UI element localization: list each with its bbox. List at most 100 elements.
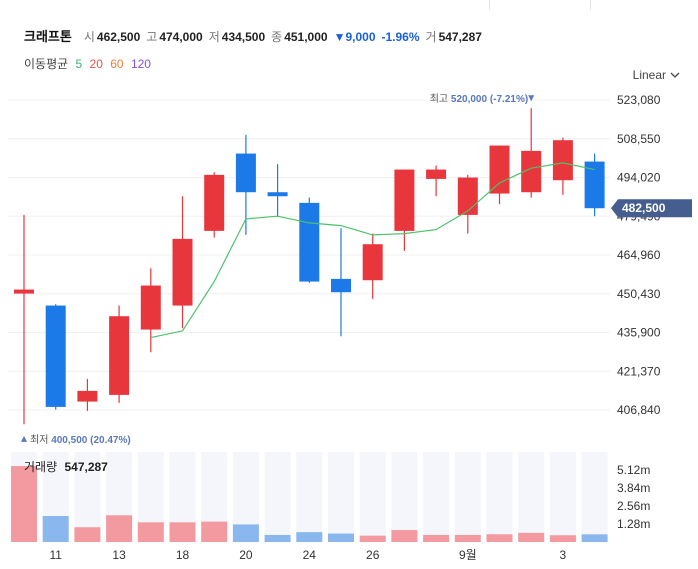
- candle-body: [521, 150, 542, 193]
- volume-background-columns: [11, 452, 608, 542]
- candle-body: [204, 174, 225, 231]
- low-value: 434,500: [221, 30, 266, 44]
- date-axis-labels: 11 13 18 20 24 26 9월 3: [49, 548, 566, 562]
- price-header: 크래프톤 시 462,500 고 474,000 저 434,500 종 451…: [24, 26, 488, 45]
- candle-body: [362, 244, 383, 281]
- candle-body: [299, 202, 320, 282]
- candle: [45, 304, 66, 410]
- candle: [140, 268, 161, 353]
- volume-bar: [296, 532, 323, 542]
- volume-bar: [486, 534, 513, 542]
- price-tick-label: 435,900: [617, 326, 661, 340]
- volume-tick-label: 3.84m: [617, 481, 650, 495]
- price-tick-label: 508,550: [617, 132, 661, 146]
- candle-body: [489, 145, 510, 194]
- chevron-down-icon: [670, 72, 680, 78]
- volume-column-bg: [391, 452, 418, 542]
- candle-body: [14, 289, 34, 294]
- price-tick-label: 523,080: [617, 93, 661, 107]
- candle: [299, 197, 320, 283]
- close-value: 451,000: [284, 30, 328, 44]
- candle-body: [109, 316, 130, 395]
- candle-body: [267, 192, 288, 197]
- candle-body: [331, 278, 351, 293]
- candle-body: [140, 285, 161, 330]
- volume-bar: [201, 521, 228, 542]
- candle: [457, 174, 478, 234]
- low-marker-icon: [21, 435, 27, 442]
- volume-bar: [454, 534, 481, 542]
- volume-column-bg: [296, 452, 323, 542]
- candle: [77, 378, 98, 411]
- candle-body: [426, 169, 447, 179]
- moving-average-label: 이동평균: [24, 57, 69, 71]
- date-tick-label: 24: [303, 548, 317, 562]
- price-tick-label: 421,370: [617, 364, 661, 378]
- candle: [489, 145, 510, 205]
- scale-select[interactable]: Linear: [633, 68, 680, 82]
- volume-bar: [518, 532, 545, 542]
- volume-bar: [232, 524, 259, 542]
- volume-bar: [169, 522, 196, 542]
- price-tick-label: 464,960: [617, 248, 661, 262]
- ma-period-120[interactable]: 120: [130, 57, 151, 71]
- candle: [172, 196, 193, 329]
- date-tick-label: 9월: [459, 548, 477, 562]
- change-percent: -1.96%: [381, 30, 420, 44]
- open-value: 462,500: [96, 30, 141, 44]
- volume-panel-label: 거래량: [24, 460, 58, 474]
- ma-period-60[interactable]: 60: [110, 57, 124, 71]
- candle: [521, 108, 542, 198]
- high-value: 474,000: [159, 30, 203, 44]
- change-value: ▼9,000: [333, 30, 376, 44]
- candle-body: [235, 153, 256, 193]
- volume-column-bg: [328, 452, 354, 542]
- volume-tick-label: 2.56m: [617, 499, 650, 513]
- volume-bar: [549, 535, 576, 542]
- stock-name: 크래프톤: [24, 29, 72, 44]
- volume-bar: [11, 466, 37, 542]
- date-tick-label: 18: [176, 548, 190, 562]
- candle-body: [172, 238, 193, 306]
- volume-axis-labels: 5.12m 3.84m 2.56m 1.28m: [617, 463, 650, 531]
- volume-bar: [137, 522, 164, 542]
- volume-tick-label: 5.12m: [617, 463, 650, 477]
- price-axis-labels: 523,080508,550494,020479,490464,960450,4…: [617, 93, 661, 417]
- volume-bar: [581, 534, 608, 542]
- volume-bar: [74, 527, 101, 542]
- volume-bar: [106, 515, 133, 542]
- current-price-tag-text: 482,500: [622, 201, 666, 215]
- candle: [331, 228, 351, 337]
- top-rule-tick: [489, 0, 490, 10]
- low-label: 저: [208, 30, 220, 44]
- date-tick-label: 11: [49, 548, 62, 562]
- candle: [267, 164, 288, 217]
- top-rule-tick: [590, 0, 591, 10]
- candle: [109, 305, 130, 403]
- high-label: 고: [146, 30, 158, 44]
- current-price-tag-bg: [611, 199, 692, 218]
- candle: [584, 153, 605, 217]
- candle-body: [584, 161, 605, 209]
- volume-tick-label: 1.28m: [617, 517, 650, 531]
- volume-column-bg: [486, 452, 513, 542]
- volume-column-bg: [264, 452, 291, 542]
- volume-value: 547,287: [438, 30, 482, 44]
- volume-bars: [11, 466, 608, 542]
- high-annotation: 최고 520,000 (-7.21%): [430, 93, 535, 105]
- price-tick-label: 494,020: [617, 171, 661, 185]
- volume-bar: [359, 535, 386, 542]
- moving-average-legend[interactable]: 이동평균 5 20 60 120: [24, 55, 155, 72]
- ma-period-20[interactable]: 20: [89, 57, 103, 71]
- volume-column-bg: [581, 452, 608, 542]
- candle: [362, 233, 383, 299]
- date-tick-label: 20: [239, 548, 253, 562]
- candle-body: [552, 140, 573, 181]
- candle: [204, 172, 225, 238]
- candle: [14, 214, 34, 425]
- volume-column-bg: [359, 452, 386, 542]
- candle-body: [457, 177, 478, 215]
- ma-period-5[interactable]: 5: [75, 57, 83, 71]
- volume-bar: [42, 515, 69, 542]
